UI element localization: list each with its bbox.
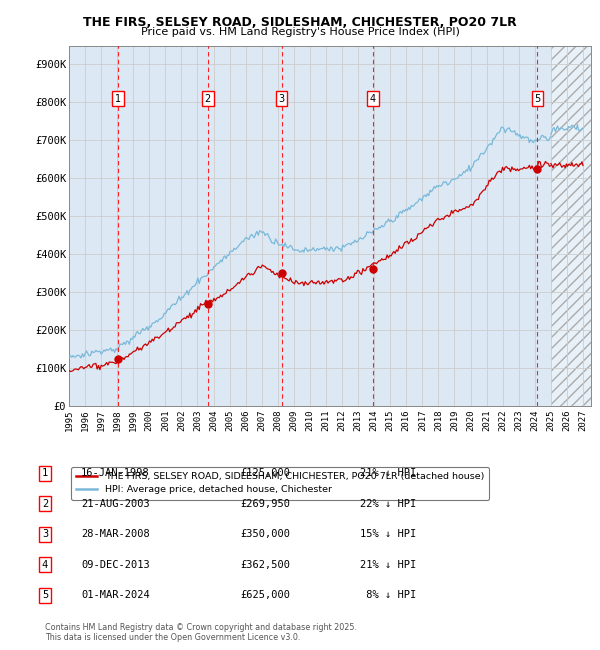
Text: 15% ↓ HPI: 15% ↓ HPI bbox=[360, 529, 416, 539]
Text: THE FIRS, SELSEY ROAD, SIDLESHAM, CHICHESTER, PO20 7LR: THE FIRS, SELSEY ROAD, SIDLESHAM, CHICHE… bbox=[83, 16, 517, 29]
Text: 5: 5 bbox=[534, 94, 541, 103]
Text: 4: 4 bbox=[42, 560, 48, 570]
Text: 22% ↓ HPI: 22% ↓ HPI bbox=[360, 499, 416, 509]
Text: 3: 3 bbox=[42, 529, 48, 539]
Text: 1: 1 bbox=[115, 94, 121, 103]
Text: Price paid vs. HM Land Registry's House Price Index (HPI): Price paid vs. HM Land Registry's House … bbox=[140, 27, 460, 37]
Text: £125,000: £125,000 bbox=[240, 468, 290, 478]
Text: 16-JAN-1998: 16-JAN-1998 bbox=[81, 468, 150, 478]
Text: £625,000: £625,000 bbox=[240, 590, 290, 601]
Text: 28-MAR-2008: 28-MAR-2008 bbox=[81, 529, 150, 539]
Text: £269,950: £269,950 bbox=[240, 499, 290, 509]
Text: 21-AUG-2003: 21-AUG-2003 bbox=[81, 499, 150, 509]
Text: £350,000: £350,000 bbox=[240, 529, 290, 539]
Text: 21% ↓ HPI: 21% ↓ HPI bbox=[360, 560, 416, 570]
Text: £362,500: £362,500 bbox=[240, 560, 290, 570]
Text: 3: 3 bbox=[278, 94, 285, 103]
Text: 5: 5 bbox=[42, 590, 48, 601]
Text: 1: 1 bbox=[42, 468, 48, 478]
Legend: THE FIRS, SELSEY ROAD, SIDLESHAM, CHICHESTER, PO20 7LR (detached house), HPI: Av: THE FIRS, SELSEY ROAD, SIDLESHAM, CHICHE… bbox=[71, 467, 489, 500]
Text: 2: 2 bbox=[205, 94, 211, 103]
Text: Contains HM Land Registry data © Crown copyright and database right 2025.
This d: Contains HM Land Registry data © Crown c… bbox=[45, 623, 357, 642]
Text: 2: 2 bbox=[42, 499, 48, 509]
Text: 4: 4 bbox=[370, 94, 376, 103]
Text: 01-MAR-2024: 01-MAR-2024 bbox=[81, 590, 150, 601]
Text: 8% ↓ HPI: 8% ↓ HPI bbox=[360, 590, 416, 601]
Text: 21% ↓ HPI: 21% ↓ HPI bbox=[360, 468, 416, 478]
Text: 09-DEC-2013: 09-DEC-2013 bbox=[81, 560, 150, 570]
